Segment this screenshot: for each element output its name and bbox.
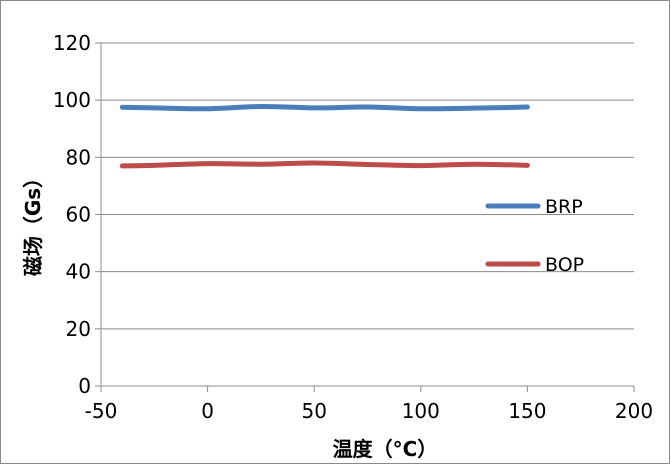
series-line-brp [119, 103, 530, 112]
y-tick-label: 120 [53, 31, 91, 55]
x-tick-label: 150 [508, 399, 546, 423]
series-lines [119, 103, 530, 169]
gridlines [101, 42, 634, 330]
x-tick-label: -50 [85, 399, 118, 423]
y-tick-label: 0 [78, 374, 91, 398]
y-tick-labels: 0 20 40 60 80 100 120 [53, 31, 91, 398]
y-tick-label: 40 [66, 260, 91, 284]
x-tick-label: 100 [402, 399, 440, 423]
y-tick-label: 20 [66, 317, 91, 341]
x-axis-title: 温度（°C） [333, 437, 438, 461]
legend-label-bop: BOP [545, 254, 584, 276]
axes [95, 42, 635, 392]
y-tick-label: 100 [53, 88, 91, 112]
series-line-bop [119, 160, 530, 169]
x-tick-label: 0 [201, 399, 214, 423]
y-tick-label: 80 [66, 145, 91, 169]
x-tick-label: 50 [301, 399, 326, 423]
legend-label-brp: BRP [545, 196, 583, 218]
y-tick-label: 60 [66, 203, 91, 227]
y-axis-title: 磁场（Gs） [21, 168, 45, 276]
legend: BRP BOP [485, 196, 584, 276]
x-tick-label: 200 [615, 399, 653, 423]
x-tick-labels: -50 0 50 100 150 200 [85, 399, 653, 423]
